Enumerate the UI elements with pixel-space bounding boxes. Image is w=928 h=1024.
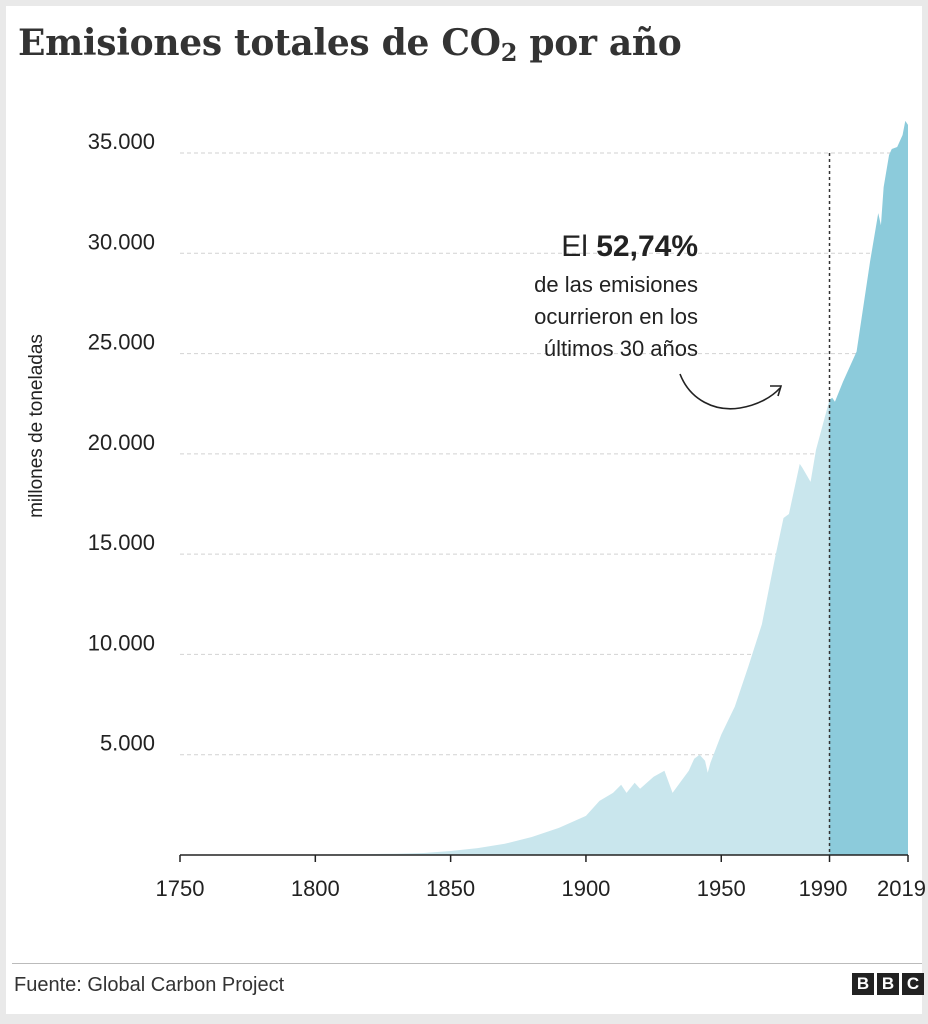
x-tick-label: 2019 bbox=[877, 876, 926, 901]
annotation-headline: El 52,74% bbox=[561, 230, 698, 263]
y-tick-label: 20.000 bbox=[88, 430, 155, 455]
y-axis: 5.000 10.000 15.000 20.000 25.000 30.000 35.00… bbox=[88, 129, 155, 756]
y-tick-label: 10.000 bbox=[88, 630, 155, 655]
grid-lines bbox=[180, 152, 908, 756]
y-tick-label: 30.000 bbox=[88, 229, 155, 254]
annotation-line-1: de las emisiones bbox=[534, 272, 698, 297]
x-tick-label: 1950 bbox=[697, 876, 746, 901]
y-tick-label: 15.000 bbox=[88, 530, 155, 555]
x-tick-label: 1990 bbox=[799, 876, 848, 901]
x-tick-label: 1750 bbox=[156, 876, 205, 901]
logo-letter-b2: B bbox=[877, 973, 899, 995]
annotation-line-3: últimos 30 años bbox=[544, 336, 698, 361]
chart-card: Emisiones totales de CO2 por año Fuente:… bbox=[6, 6, 924, 1014]
y-tick-label: 35.000 bbox=[88, 129, 155, 154]
x-tick-label: 1800 bbox=[291, 876, 340, 901]
source-note: Fuente: Global Carbon Project bbox=[14, 974, 285, 996]
x-axis: 1750 1800 1850 1900 1950 1990 2019 bbox=[156, 854, 926, 901]
x-tick-label: 1850 bbox=[426, 876, 475, 901]
area-since-1990 bbox=[829, 120, 908, 855]
y-tick-label: 25.000 bbox=[88, 330, 155, 355]
y-tick-label: 5.000 bbox=[100, 731, 155, 756]
area-before-1990 bbox=[180, 399, 830, 855]
bbc-logo: B B C bbox=[852, 973, 924, 995]
chart-title: Emisiones totales de CO2 por año bbox=[18, 22, 682, 67]
footer-divider bbox=[12, 963, 922, 964]
logo-letter-c: C bbox=[902, 973, 924, 995]
area-series bbox=[180, 120, 908, 855]
x-tick-label: 1900 bbox=[561, 876, 610, 901]
arrow-head-icon bbox=[770, 385, 783, 397]
annotation: El 52,74% de las emisiones ocurrieron en… bbox=[534, 230, 783, 410]
y-axis-label: millones de toneladas bbox=[26, 334, 47, 518]
logo-letter-b1: B bbox=[852, 973, 874, 995]
annotation-arrow bbox=[679, 373, 781, 410]
annotation-line-2: ocurrieron en los bbox=[534, 304, 698, 329]
